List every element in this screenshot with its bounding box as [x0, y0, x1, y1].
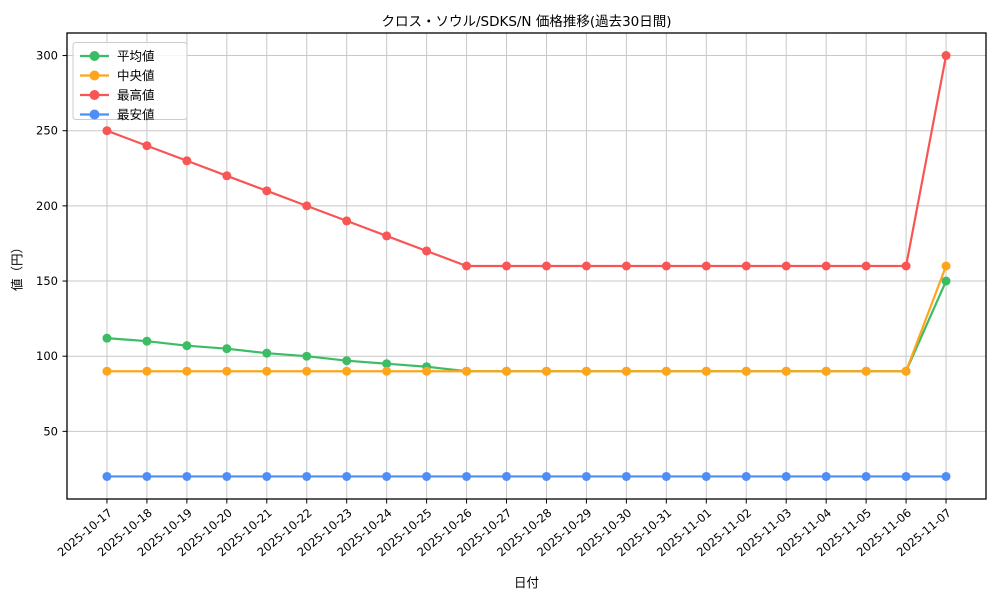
legend-marker-min: [89, 109, 100, 120]
legend-box: [72, 42, 188, 120]
y-tick-label: 100: [36, 349, 58, 363]
data-point-max: [701, 261, 711, 271]
data-point-median: [182, 366, 192, 376]
data-point-max: [741, 261, 751, 271]
data-point-median: [382, 366, 392, 376]
data-point-min: [941, 471, 951, 481]
legend-label-min: 最安値: [117, 107, 155, 122]
data-point-median: [901, 366, 911, 376]
data-point-min: [302, 471, 312, 481]
data-point-max: [502, 261, 512, 271]
data-point-median: [222, 366, 232, 376]
data-point-mean: [302, 351, 312, 361]
data-point-max: [861, 261, 871, 271]
data-point-min: [821, 471, 831, 481]
data-point-min: [901, 471, 911, 481]
data-point-max: [821, 261, 831, 271]
data-point-median: [462, 366, 472, 376]
data-point-min: [581, 471, 591, 481]
data-point-min: [741, 471, 751, 481]
y-tick-label: 50: [43, 424, 58, 438]
data-point-median: [262, 366, 272, 376]
y-tick-label: 250: [36, 124, 58, 138]
data-point-max: [581, 261, 591, 271]
series-line-mean: [105, 279, 948, 373]
plot-border: [66, 32, 987, 500]
data-point-min: [342, 471, 352, 481]
data-point-min: [781, 471, 791, 481]
legend-marker-median: [89, 70, 100, 81]
data-point-median: [741, 366, 751, 376]
data-point-mean: [142, 336, 152, 346]
data-point-min: [182, 471, 192, 481]
data-point-median: [701, 366, 711, 376]
data-point-min: [861, 471, 871, 481]
legend-marker-mean: [89, 51, 100, 61]
y-tick-label: 200: [36, 199, 58, 213]
data-point-min: [661, 471, 671, 481]
legend-marker-max: [89, 90, 100, 100]
data-point-mean: [382, 359, 392, 369]
data-point-median: [781, 366, 791, 376]
data-point-median: [621, 366, 631, 376]
data-point-max: [142, 141, 152, 151]
data-point-min: [382, 471, 392, 481]
data-point-max: [621, 261, 631, 271]
data-point-max: [102, 126, 112, 136]
legend-label-median: 中央値: [117, 68, 155, 83]
data-point-min: [222, 471, 232, 481]
data-point-median: [941, 261, 951, 271]
data-point-mean: [182, 341, 192, 351]
data-point-max: [222, 171, 232, 181]
data-point-mean: [262, 348, 272, 358]
data-point-min: [142, 471, 152, 481]
data-point-mean: [342, 356, 352, 366]
data-point-min: [462, 471, 472, 481]
data-point-median: [661, 366, 671, 376]
data-point-median: [541, 366, 551, 376]
data-point-mean: [222, 344, 232, 354]
chart-title: クロス・ソウル/SDKS/N 価格推移(過去30日間): [381, 14, 672, 30]
data-point-max: [422, 246, 432, 256]
data-point-median: [502, 366, 512, 376]
data-point-max: [342, 216, 352, 226]
series-line-max: [105, 54, 948, 268]
data-point-max: [302, 201, 312, 211]
data-point-mean: [102, 333, 112, 343]
data-point-median: [581, 366, 591, 376]
y-tick-label: 300: [36, 49, 58, 63]
data-point-max: [462, 261, 472, 271]
data-point-median: [142, 366, 152, 376]
data-point-min: [621, 471, 631, 481]
legend-label-max: 最高値: [117, 88, 155, 103]
data-point-max: [941, 51, 951, 61]
data-point-max: [781, 261, 791, 271]
data-point-median: [422, 366, 432, 376]
data-point-max: [182, 156, 192, 166]
data-point-max: [661, 261, 671, 271]
data-point-median: [861, 366, 871, 376]
data-point-max: [382, 231, 392, 241]
legend-label-mean: 平均値: [117, 49, 155, 64]
data-point-max: [541, 261, 551, 271]
data-point-min: [262, 471, 272, 481]
data-point-max: [262, 186, 272, 196]
data-point-median: [302, 366, 312, 376]
x-axis-label: 日付: [513, 575, 539, 590]
data-point-mean: [941, 276, 951, 286]
data-point-min: [422, 471, 432, 481]
data-point-min: [102, 471, 112, 481]
series-line-median: [105, 264, 948, 373]
data-point-median: [102, 366, 112, 376]
data-point-max: [901, 261, 911, 271]
data-point-median: [821, 366, 831, 376]
data-point-median: [342, 366, 352, 376]
y-tick-label: 150: [36, 274, 58, 288]
data-point-min: [502, 471, 512, 481]
data-point-min: [541, 471, 551, 481]
data-point-min: [701, 471, 711, 481]
